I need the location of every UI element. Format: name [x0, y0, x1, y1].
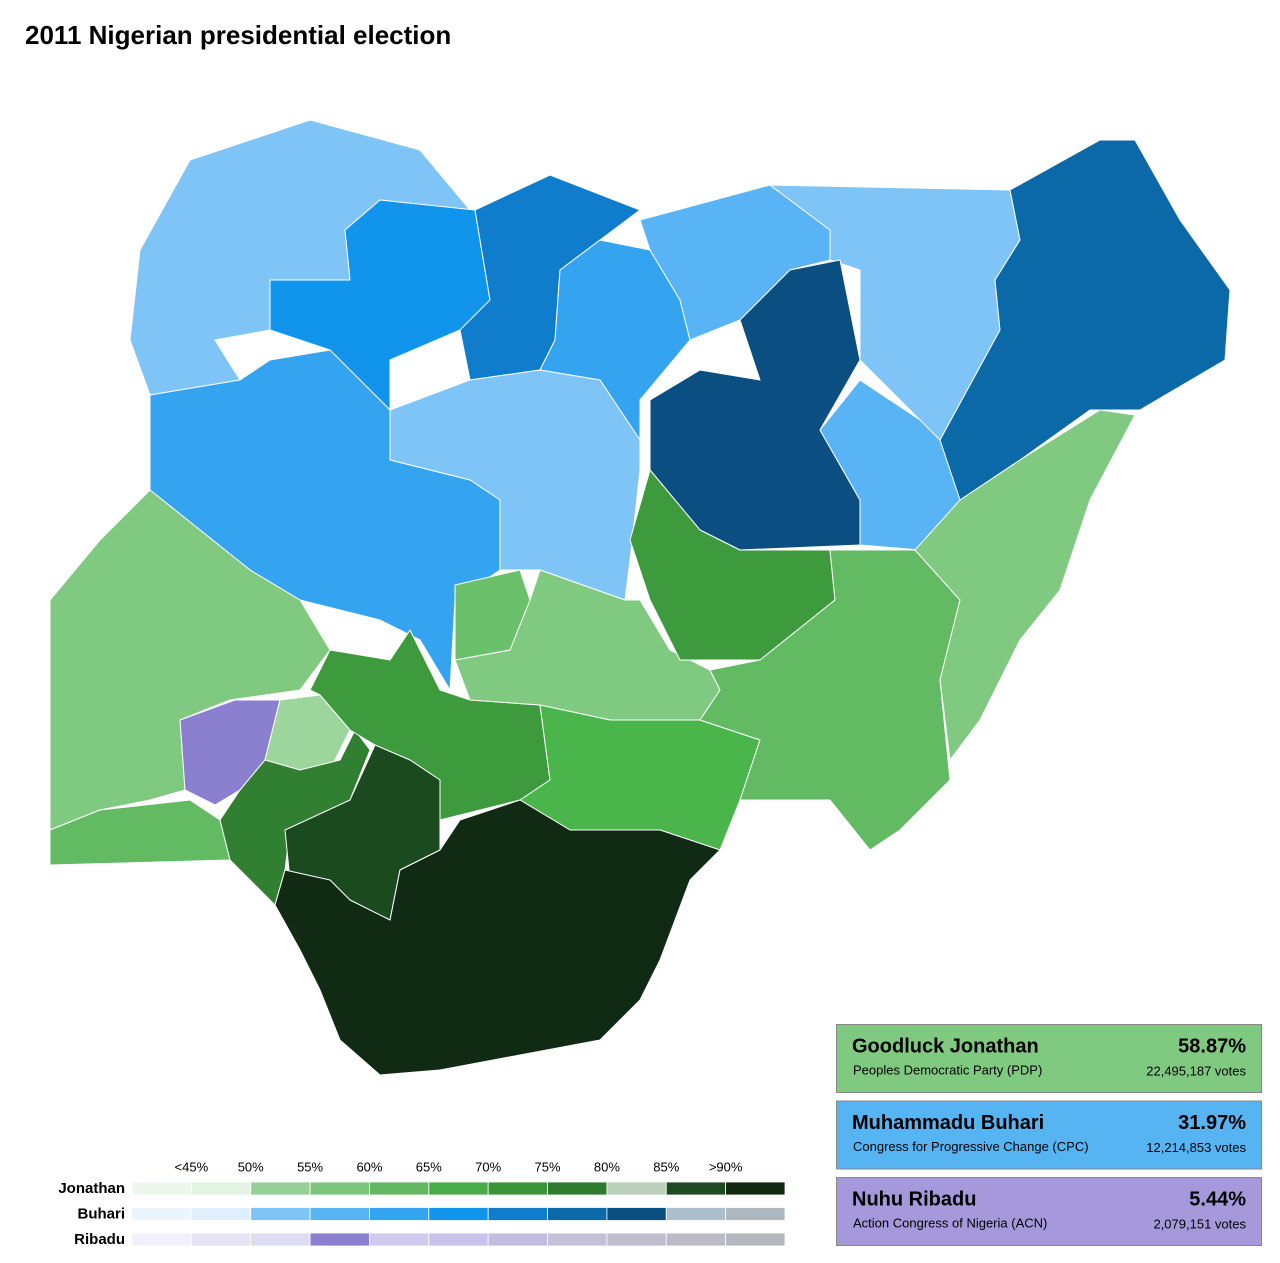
- legend-label: >90%: [709, 1159, 743, 1174]
- region: [454, 569, 531, 661]
- legend-swatch: [725, 1232, 786, 1247]
- legend-swatch: [487, 1207, 548, 1221]
- map: [49, 119, 1231, 1076]
- legend-swatch: [309, 1181, 370, 1196]
- legend-label: 65%: [416, 1159, 442, 1174]
- results: Goodluck Jonathan 58.87% Peoples Democrati…: [836, 1024, 1262, 1246]
- region: [539, 239, 691, 441]
- legend-swatch: [606, 1232, 667, 1247]
- party-name: Action Congress of Nigeria (ACN): [853, 1215, 1047, 1230]
- party-name: Congress for Progressive Change (CPC): [853, 1139, 1089, 1154]
- legend-swatch: [190, 1232, 252, 1247]
- legend-swatch: [309, 1207, 370, 1221]
- legend-label: 70%: [475, 1159, 501, 1174]
- result-box: [836, 1177, 1262, 1246]
- legend-swatch: [131, 1232, 192, 1247]
- result-box: [836, 1024, 1262, 1093]
- legend-swatch: [487, 1181, 548, 1196]
- legend-swatch: [131, 1207, 192, 1221]
- legend-swatch: [428, 1207, 489, 1221]
- legend-label: 80%: [594, 1159, 620, 1174]
- vote-count: 22,495,187 votes: [1146, 1063, 1246, 1078]
- legend-swatch: [665, 1207, 727, 1221]
- legend-swatch: [250, 1181, 311, 1196]
- candidate-percent: 58.87%: [1178, 1035, 1246, 1057]
- candidate-percent: 5.44%: [1189, 1188, 1246, 1210]
- legend-swatch: [369, 1232, 430, 1247]
- legend-row-name: Buhari: [77, 1205, 125, 1222]
- legend-swatch: [547, 1181, 608, 1196]
- result-box: [836, 1100, 1262, 1170]
- legend-swatch: [665, 1181, 727, 1196]
- vote-count: 12,214,853 votes: [1146, 1140, 1246, 1155]
- region: [914, 409, 1136, 761]
- legend-swatch: [606, 1181, 667, 1196]
- candidate-name: Muhammadu Buhari: [852, 1112, 1044, 1134]
- legend-swatch: [665, 1232, 727, 1247]
- candidate-percent: 31.97%: [1178, 1112, 1246, 1134]
- legend-row-name: Jonathan: [58, 1180, 125, 1197]
- title: 2011 Nigerian presidential election: [25, 20, 451, 50]
- candidate-name: Nuhu Ribadu: [852, 1188, 976, 1210]
- region: [49, 489, 331, 831]
- legend-swatch: [309, 1232, 370, 1247]
- legend-swatch: [428, 1181, 489, 1196]
- legend-swatch: [250, 1232, 311, 1247]
- legend-swatch: [606, 1207, 667, 1221]
- region: [929, 139, 1231, 501]
- legend-swatch: [428, 1232, 489, 1247]
- legend-swatch: [725, 1207, 786, 1221]
- legend-label: 55%: [297, 1159, 323, 1174]
- legend-swatch: [369, 1181, 430, 1196]
- region: [274, 799, 721, 1076]
- legend-label: 85%: [653, 1159, 679, 1174]
- legend-swatch: [131, 1181, 192, 1196]
- legend-label: 60%: [356, 1159, 382, 1174]
- candidate-name: Goodluck Jonathan: [852, 1035, 1039, 1057]
- legend-swatch: [725, 1181, 786, 1196]
- legend-swatch: [547, 1207, 608, 1221]
- party-name: Peoples Democratic Party (PDP): [853, 1062, 1042, 1077]
- legend-swatch: [369, 1207, 430, 1221]
- region: [649, 259, 861, 551]
- legend-label: 50%: [238, 1159, 264, 1174]
- legend-swatch: [250, 1207, 311, 1221]
- vote-count: 2,079,151 votes: [1153, 1216, 1246, 1231]
- legend-swatch: [190, 1181, 252, 1196]
- legend-row-name: Ribadu: [74, 1231, 125, 1248]
- legend-swatch: [190, 1207, 252, 1221]
- legend-swatch: [547, 1232, 608, 1247]
- legend-label: <45%: [175, 1159, 209, 1174]
- legend-label: 75%: [535, 1159, 561, 1174]
- legend-swatch: [487, 1232, 548, 1247]
- legend: <45% 50% 55% 60% 65% 70% 75% 80% 85% >90% Jonathan…: [58, 1159, 786, 1248]
